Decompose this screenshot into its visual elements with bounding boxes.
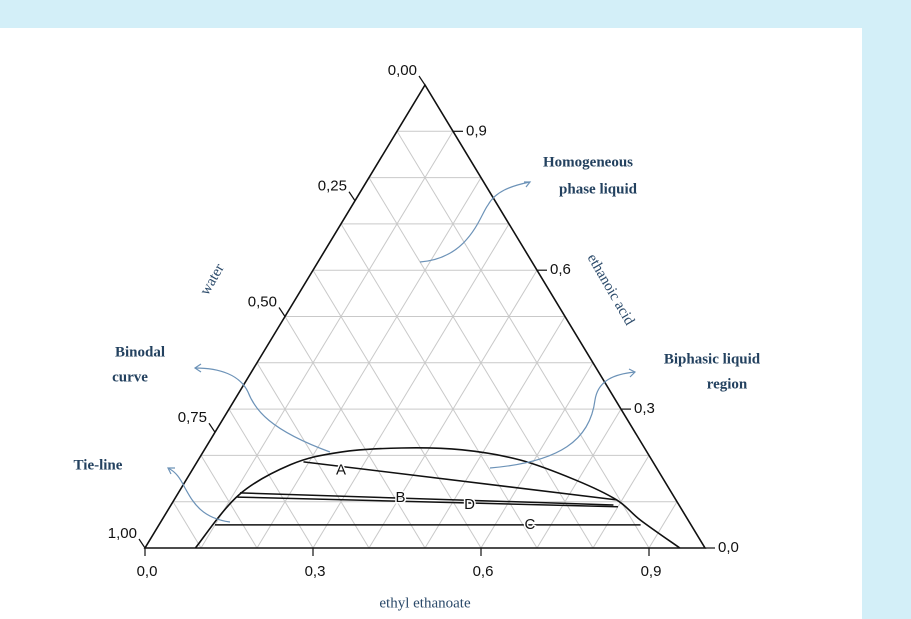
grid-line bbox=[312, 223, 510, 549]
arrow bbox=[167, 467, 231, 523]
tick-label: 0,00 bbox=[388, 62, 417, 79]
tick-mark bbox=[348, 191, 356, 202]
annotation: Binodal bbox=[115, 344, 165, 360]
tie-line-label: C bbox=[525, 516, 536, 533]
annotation: region bbox=[707, 376, 748, 392]
annotation: curve bbox=[112, 369, 148, 385]
tick-mark bbox=[418, 75, 426, 86]
grid-line bbox=[648, 501, 678, 549]
grid-line bbox=[172, 501, 202, 549]
tick-label: 0,25 bbox=[318, 178, 347, 195]
tie-line-label: D bbox=[464, 496, 475, 513]
tick-mark bbox=[278, 307, 286, 317]
tick-label: 0,9 bbox=[466, 122, 487, 139]
tick-label: 0,3 bbox=[305, 563, 326, 580]
axis-title: ethyl ethanoate bbox=[379, 595, 471, 611]
binodal-curve bbox=[194, 447, 681, 549]
grid-line bbox=[256, 362, 370, 549]
annotation: phase liquid bbox=[559, 181, 638, 197]
tick-label: 0,75 bbox=[178, 409, 207, 426]
grid-line bbox=[480, 362, 594, 549]
arrowhead bbox=[628, 368, 637, 378]
arrowhead bbox=[524, 181, 532, 188]
tie-line bbox=[303, 461, 617, 501]
tick-label: 0,0 bbox=[718, 539, 739, 556]
arrows bbox=[167, 181, 637, 523]
tick-label: 0,6 bbox=[550, 261, 571, 278]
tie-line-label: A bbox=[336, 461, 346, 478]
tick-label: 0,0 bbox=[137, 563, 158, 580]
panel bbox=[0, 28, 862, 619]
annotation: Tie-line bbox=[74, 457, 123, 473]
grid-line bbox=[592, 455, 650, 549]
tie-line-label: B bbox=[396, 489, 406, 506]
grid-line bbox=[340, 223, 538, 549]
arrowhead bbox=[193, 363, 202, 373]
tick-label: 0,9 bbox=[641, 563, 662, 580]
annotation: Homogeneous bbox=[543, 154, 633, 170]
arrow bbox=[419, 181, 531, 263]
tick-label: 0,3 bbox=[634, 400, 655, 417]
grid-line bbox=[200, 131, 454, 549]
grid-line bbox=[424, 316, 566, 549]
tick-mark bbox=[138, 538, 146, 549]
arrowhead bbox=[167, 467, 175, 475]
tick-label: 1,00 bbox=[108, 525, 137, 542]
tick-mark bbox=[208, 422, 216, 433]
marks bbox=[138, 75, 715, 556]
grid-line bbox=[396, 131, 650, 549]
arrow bbox=[489, 371, 636, 469]
tick-label: 0,6 bbox=[473, 563, 494, 580]
annotation: Biphasic liquid bbox=[664, 351, 761, 367]
grid bbox=[172, 130, 678, 549]
tie-line bbox=[237, 496, 618, 508]
tie-line bbox=[239, 492, 614, 506]
grid-line bbox=[284, 316, 426, 549]
grid-line bbox=[200, 455, 258, 549]
arrow bbox=[194, 367, 331, 453]
tick-label: 0,50 bbox=[248, 293, 277, 310]
